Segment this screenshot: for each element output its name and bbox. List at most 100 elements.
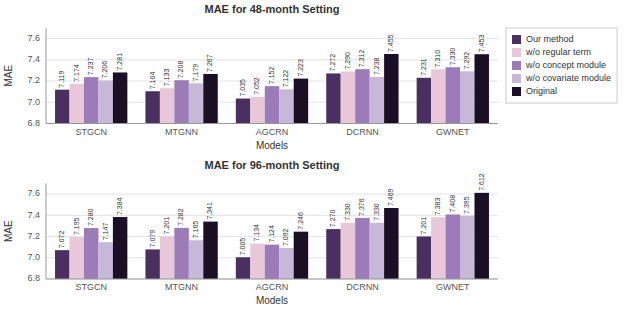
data-label: 7.310 bbox=[434, 50, 441, 68]
x-tick-label: GWNET bbox=[436, 127, 470, 137]
y-tick-label: 7.4 bbox=[27, 54, 40, 64]
data-label: 7.292 bbox=[463, 52, 470, 70]
bar bbox=[294, 79, 308, 124]
data-label: 7.267 bbox=[206, 54, 213, 72]
y-tick-label: 7.2 bbox=[27, 75, 40, 85]
legend-label: w/o concept module bbox=[525, 60, 606, 70]
data-label: 7.408 bbox=[449, 195, 456, 213]
data-label: 7.133 bbox=[163, 69, 170, 87]
bar bbox=[417, 236, 431, 279]
bar bbox=[474, 193, 488, 279]
bar bbox=[265, 86, 279, 123]
legend-label: w/o regular term bbox=[525, 47, 591, 57]
data-labels: 7.0727.0797.0057.2707.2017.1957.2017.134… bbox=[58, 173, 484, 255]
x-tick-label: AGCRN bbox=[256, 127, 289, 137]
bar bbox=[55, 250, 69, 279]
bar bbox=[84, 77, 98, 123]
data-label: 7.455 bbox=[387, 34, 394, 52]
bar bbox=[355, 218, 369, 279]
y-tick-label: 7.0 bbox=[27, 97, 40, 107]
legend: Our methodw/o regular termw/o concept mo… bbox=[506, 28, 617, 103]
bar bbox=[474, 54, 488, 123]
bar bbox=[113, 217, 127, 279]
title: MAE for 48-month Setting bbox=[204, 3, 339, 15]
data-labels: 7.1197.1047.0357.2727.2317.1747.1337.052… bbox=[58, 34, 484, 96]
data-label: 7.035 bbox=[239, 79, 246, 97]
data-label: 7.270 bbox=[329, 210, 336, 228]
bar bbox=[326, 73, 340, 123]
bar bbox=[265, 245, 279, 279]
bar bbox=[203, 222, 217, 279]
data-label: 7.281 bbox=[116, 53, 123, 71]
data-label: 7.104 bbox=[149, 72, 156, 90]
bar bbox=[326, 229, 340, 279]
bar bbox=[370, 223, 384, 279]
data-label: 7.453 bbox=[478, 35, 485, 53]
data-label: 7.330 bbox=[373, 203, 380, 221]
bar bbox=[460, 216, 474, 279]
data-label: 7.052 bbox=[253, 77, 260, 95]
bar bbox=[355, 69, 369, 123]
data-label: 7.383 bbox=[434, 198, 441, 216]
y-axis-line bbox=[46, 28, 47, 124]
data-label: 7.272 bbox=[329, 54, 336, 72]
data-label: 7.201 bbox=[163, 217, 170, 235]
data-label: 7.376 bbox=[358, 198, 365, 216]
y-axis-line bbox=[46, 184, 47, 280]
data-label: 7.330 bbox=[344, 203, 351, 221]
x-axis-label: Models bbox=[256, 295, 288, 306]
x-tick-label: MTGNN bbox=[165, 127, 198, 137]
x-axis-line bbox=[46, 279, 498, 280]
data-label: 7.005 bbox=[239, 238, 246, 256]
data-label: 7.290 bbox=[344, 52, 351, 70]
legend-swatch bbox=[512, 87, 521, 96]
x-tick-label: DCRNN bbox=[346, 127, 379, 137]
data-label: 7.208 bbox=[177, 61, 184, 79]
data-label: 7.079 bbox=[149, 230, 156, 248]
bar bbox=[145, 249, 159, 279]
bar bbox=[341, 223, 355, 279]
data-label: 7.134 bbox=[253, 224, 260, 242]
data-label: 7.201 bbox=[420, 217, 427, 235]
y-tick-label: 7.4 bbox=[27, 210, 40, 220]
data-label: 7.330 bbox=[449, 48, 456, 66]
x-tick-label: STGCN bbox=[75, 127, 107, 137]
bar bbox=[84, 228, 98, 279]
y-tick-label: 6.8 bbox=[27, 273, 40, 283]
grid-line bbox=[46, 123, 498, 124]
bar bbox=[384, 54, 398, 124]
data-label: 7.238 bbox=[373, 57, 380, 75]
x-tick-label: AGCRN bbox=[256, 282, 289, 292]
y-tick-label: 7.2 bbox=[27, 231, 40, 241]
bar bbox=[279, 248, 293, 279]
bar bbox=[189, 240, 203, 279]
bar bbox=[250, 244, 264, 279]
bar bbox=[145, 91, 159, 123]
legend-swatch bbox=[512, 35, 521, 44]
bar bbox=[294, 232, 308, 279]
bar bbox=[113, 72, 127, 123]
y-tick-label: 7.6 bbox=[27, 33, 40, 43]
data-label: 7.147 bbox=[102, 223, 109, 241]
y-tick-label: 6.8 bbox=[27, 118, 40, 128]
data-label: 7.395 bbox=[463, 196, 470, 214]
data-label: 7.231 bbox=[420, 58, 427, 76]
grid-line bbox=[46, 59, 498, 60]
x-axis-label: Models bbox=[256, 140, 288, 151]
bar bbox=[236, 257, 250, 279]
bar bbox=[70, 84, 84, 124]
data-label: 7.612 bbox=[478, 173, 485, 191]
bar bbox=[203, 74, 217, 124]
bar bbox=[384, 208, 398, 279]
bars bbox=[55, 193, 489, 279]
bar bbox=[370, 77, 384, 123]
data-label: 7.195 bbox=[73, 217, 80, 235]
bar bbox=[160, 88, 174, 123]
panel: MAE for 96-month Setting6.87.07.27.47.6M… bbox=[3, 159, 498, 307]
data-label: 7.341 bbox=[206, 202, 213, 220]
legend-swatch bbox=[512, 48, 521, 57]
data-label: 7.246 bbox=[297, 212, 304, 230]
data-label: 7.312 bbox=[358, 50, 365, 68]
y-axis-label: MAE bbox=[3, 220, 14, 242]
title: MAE for 96-month Setting bbox=[204, 159, 339, 171]
